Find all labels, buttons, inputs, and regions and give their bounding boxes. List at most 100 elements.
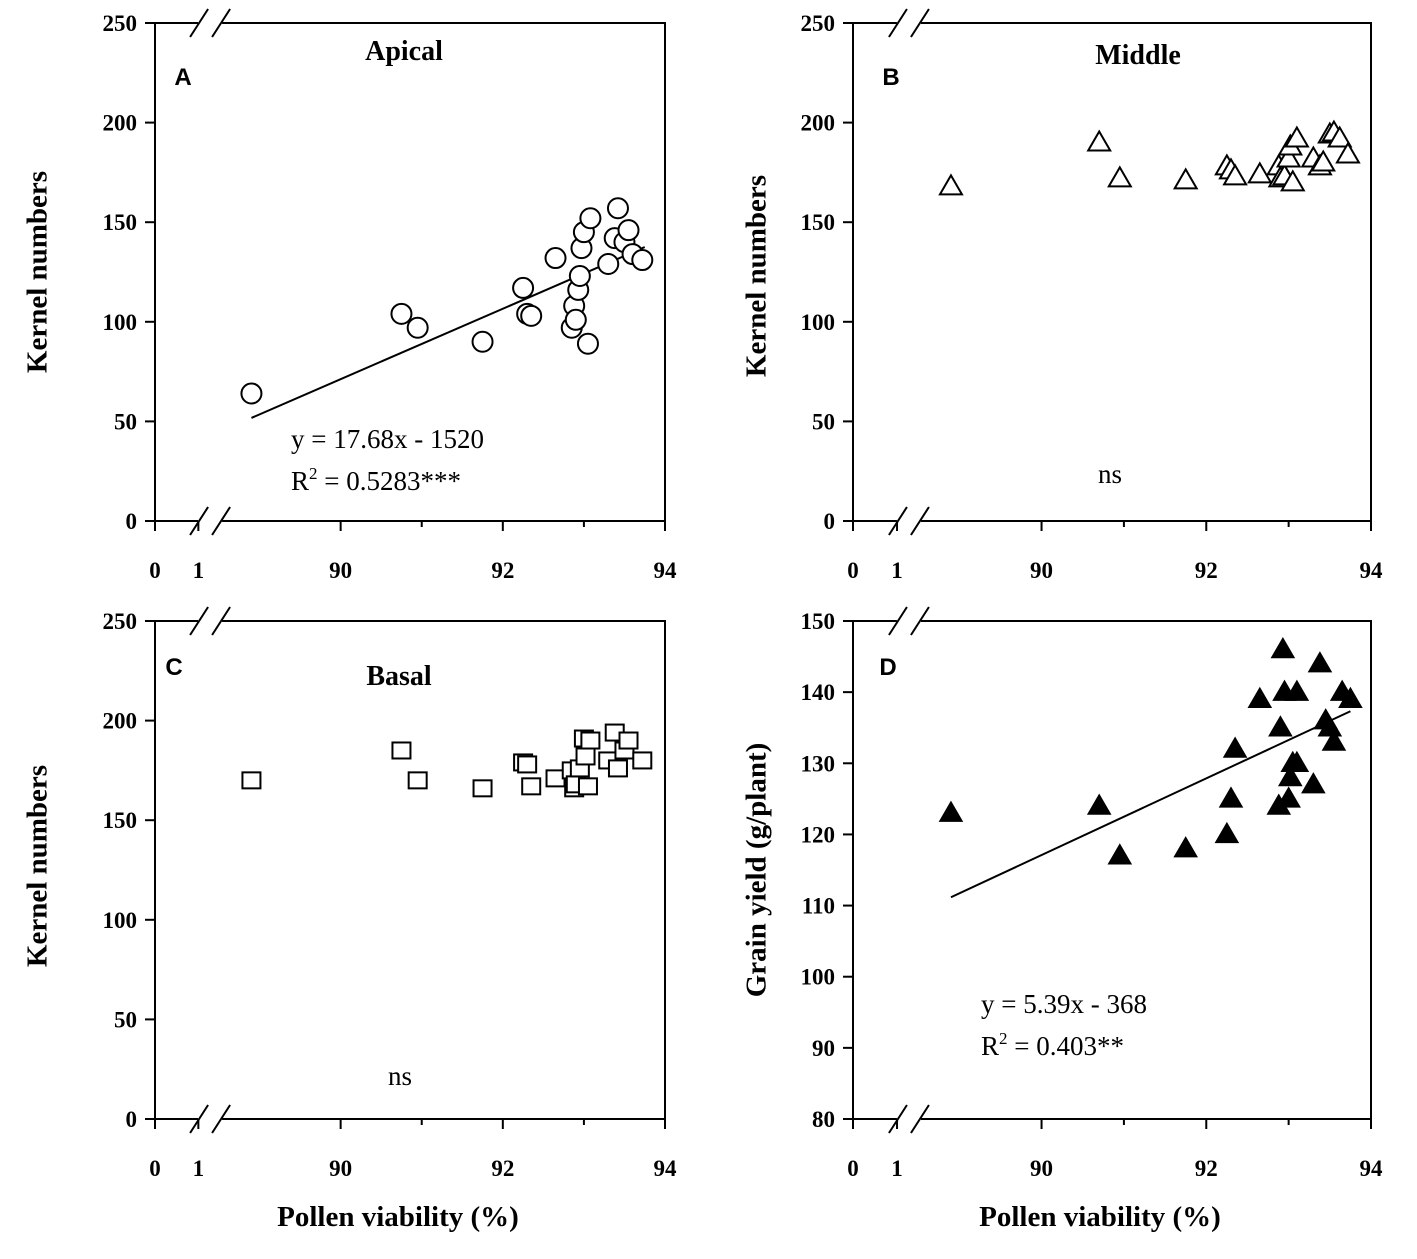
- significance-label: ns: [1098, 459, 1122, 489]
- y-tick-label: 110: [802, 894, 835, 919]
- y-tick-label: 80: [812, 1107, 835, 1132]
- axis-break-mark: [910, 1104, 930, 1134]
- x-tick-label: 90: [1030, 1156, 1053, 1181]
- axis-break-mark: [211, 606, 231, 636]
- panel-letter: A: [174, 64, 191, 91]
- y-tick-label: 0: [126, 1107, 138, 1132]
- axis-break-mark: [189, 8, 209, 38]
- panel-b: 0 50 100 150 200 250 0 1 90 92 94 Kernel numbers B Mi…: [741, 8, 1383, 583]
- axis-break-mark: [910, 606, 930, 636]
- equation-label: R2 = 0.5283***: [291, 464, 461, 496]
- data-point: [391, 741, 412, 760]
- regression-line: [950, 710, 1351, 899]
- axis-break-gap: [198, 618, 223, 624]
- data-point: [1247, 686, 1273, 709]
- data-point: [1310, 149, 1336, 172]
- data-point: [240, 382, 263, 405]
- y-tick-label: 100: [801, 965, 836, 990]
- data-point: [1173, 836, 1198, 858]
- data-point: [1321, 729, 1347, 751]
- data-point: [1086, 793, 1112, 815]
- y-axis-label: Kernel numbers: [22, 765, 54, 967]
- y-tick-label: 100: [103, 908, 138, 933]
- panel-letter: C: [165, 654, 182, 681]
- data-point: [1277, 765, 1303, 787]
- panel-a: 0 50 100 150 200 250 0 1 90 92 94 Kernel numbers A Ap…: [22, 8, 677, 583]
- panel-c: 0 50 100 150 200 250 0 1 90 92 94 Kernel numbers Pol…: [22, 606, 678, 1233]
- data-point: [618, 731, 639, 750]
- y-tick-label: 200: [103, 111, 138, 136]
- axis-break-mark: [910, 506, 930, 536]
- y-tick-label: 250: [103, 11, 138, 36]
- y-tick-label: 150: [103, 210, 138, 235]
- y-tick-label: 130: [801, 751, 836, 776]
- data-point: [938, 800, 964, 822]
- data-point: [606, 197, 629, 220]
- x-tick-label: 0: [149, 1156, 161, 1181]
- data-point: [1086, 129, 1112, 152]
- axis-break-gap: [198, 518, 223, 524]
- x-tick-label: 1: [193, 1156, 205, 1181]
- data-point: [1107, 165, 1133, 188]
- y-axis-label: Kernel numbers: [741, 175, 773, 377]
- x-tick-label: 1: [891, 558, 903, 583]
- data-point: [575, 747, 596, 766]
- data-point: [521, 777, 542, 796]
- y-tick-label: 250: [103, 609, 138, 634]
- data-point: [938, 173, 964, 196]
- axis-break-mark: [910, 8, 930, 38]
- plot-frame: [852, 620, 1372, 1120]
- x-tick-label: 0: [847, 558, 859, 583]
- equation-label: y = 5.39x - 368: [981, 989, 1147, 1019]
- data-point: [407, 771, 428, 790]
- data-point: [1222, 736, 1248, 758]
- data-point: [580, 731, 601, 750]
- y-tick-label: 140: [801, 680, 836, 705]
- y-tick-label: 150: [801, 609, 836, 634]
- x-axis-label: Pollen viability (%): [277, 1201, 519, 1233]
- x-axis-label: Pollen viability (%): [979, 1201, 1221, 1233]
- data-point: [406, 316, 429, 339]
- data-point: [564, 308, 587, 331]
- data-point: [1338, 686, 1363, 709]
- data-point: [1107, 843, 1133, 865]
- panel-letter: B: [882, 64, 899, 91]
- data-point: [1326, 125, 1353, 148]
- data-point: [1218, 786, 1244, 808]
- equation-label: y = 17.68x - 1520: [291, 424, 484, 454]
- data-point: [1284, 679, 1310, 701]
- y-tick-label: 120: [801, 822, 836, 847]
- y-axis-label: Grain yield (g/plant): [741, 743, 773, 998]
- data-point: [1214, 821, 1240, 844]
- axis-break-gap: [896, 20, 921, 26]
- data-point: [1284, 750, 1310, 773]
- x-tick-label: 90: [329, 558, 352, 583]
- axis-break-mark: [888, 606, 908, 636]
- data-point: [576, 332, 599, 355]
- data-point: [1268, 715, 1293, 737]
- y-tick-label: 0: [126, 509, 138, 534]
- axis-break-gap: [896, 518, 921, 524]
- data-point: [471, 330, 494, 353]
- x-tick-label: 94: [654, 1156, 678, 1181]
- data-point: [617, 219, 640, 242]
- x-tick-label: 1: [193, 558, 205, 583]
- y-tick-label: 150: [801, 210, 836, 235]
- data-point: [568, 264, 591, 287]
- axis-break-mark: [211, 506, 231, 536]
- plot-frame: [852, 22, 1372, 522]
- data-point: [544, 247, 567, 270]
- data-point: [597, 253, 620, 276]
- x-tick-label: 92: [491, 558, 514, 583]
- panel-title: Middle: [1095, 40, 1181, 71]
- y-tick-label: 50: [812, 409, 835, 434]
- data-point: [517, 755, 538, 774]
- data-point: [241, 771, 262, 790]
- data-point: [1307, 651, 1333, 673]
- axis-break-mark: [211, 8, 231, 38]
- axis-break-gap: [896, 618, 921, 624]
- y-tick-label: 150: [103, 808, 138, 833]
- data-point: [520, 304, 543, 327]
- x-tick-label: 0: [149, 558, 161, 583]
- axis-break-gap: [198, 1116, 223, 1122]
